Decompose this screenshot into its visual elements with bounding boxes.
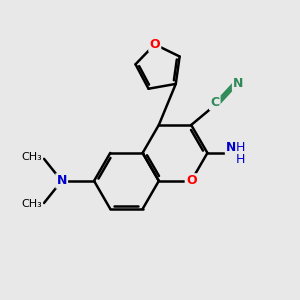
Text: N: N — [233, 77, 244, 90]
Text: N: N — [56, 174, 67, 188]
Text: H: H — [236, 141, 245, 154]
Text: C: C — [210, 96, 219, 110]
Text: CH₃: CH₃ — [22, 152, 43, 162]
Text: N: N — [226, 141, 236, 154]
Text: O: O — [186, 174, 196, 188]
Text: H: H — [236, 153, 245, 166]
Text: CH₃: CH₃ — [22, 200, 43, 209]
Text: O: O — [149, 38, 160, 51]
